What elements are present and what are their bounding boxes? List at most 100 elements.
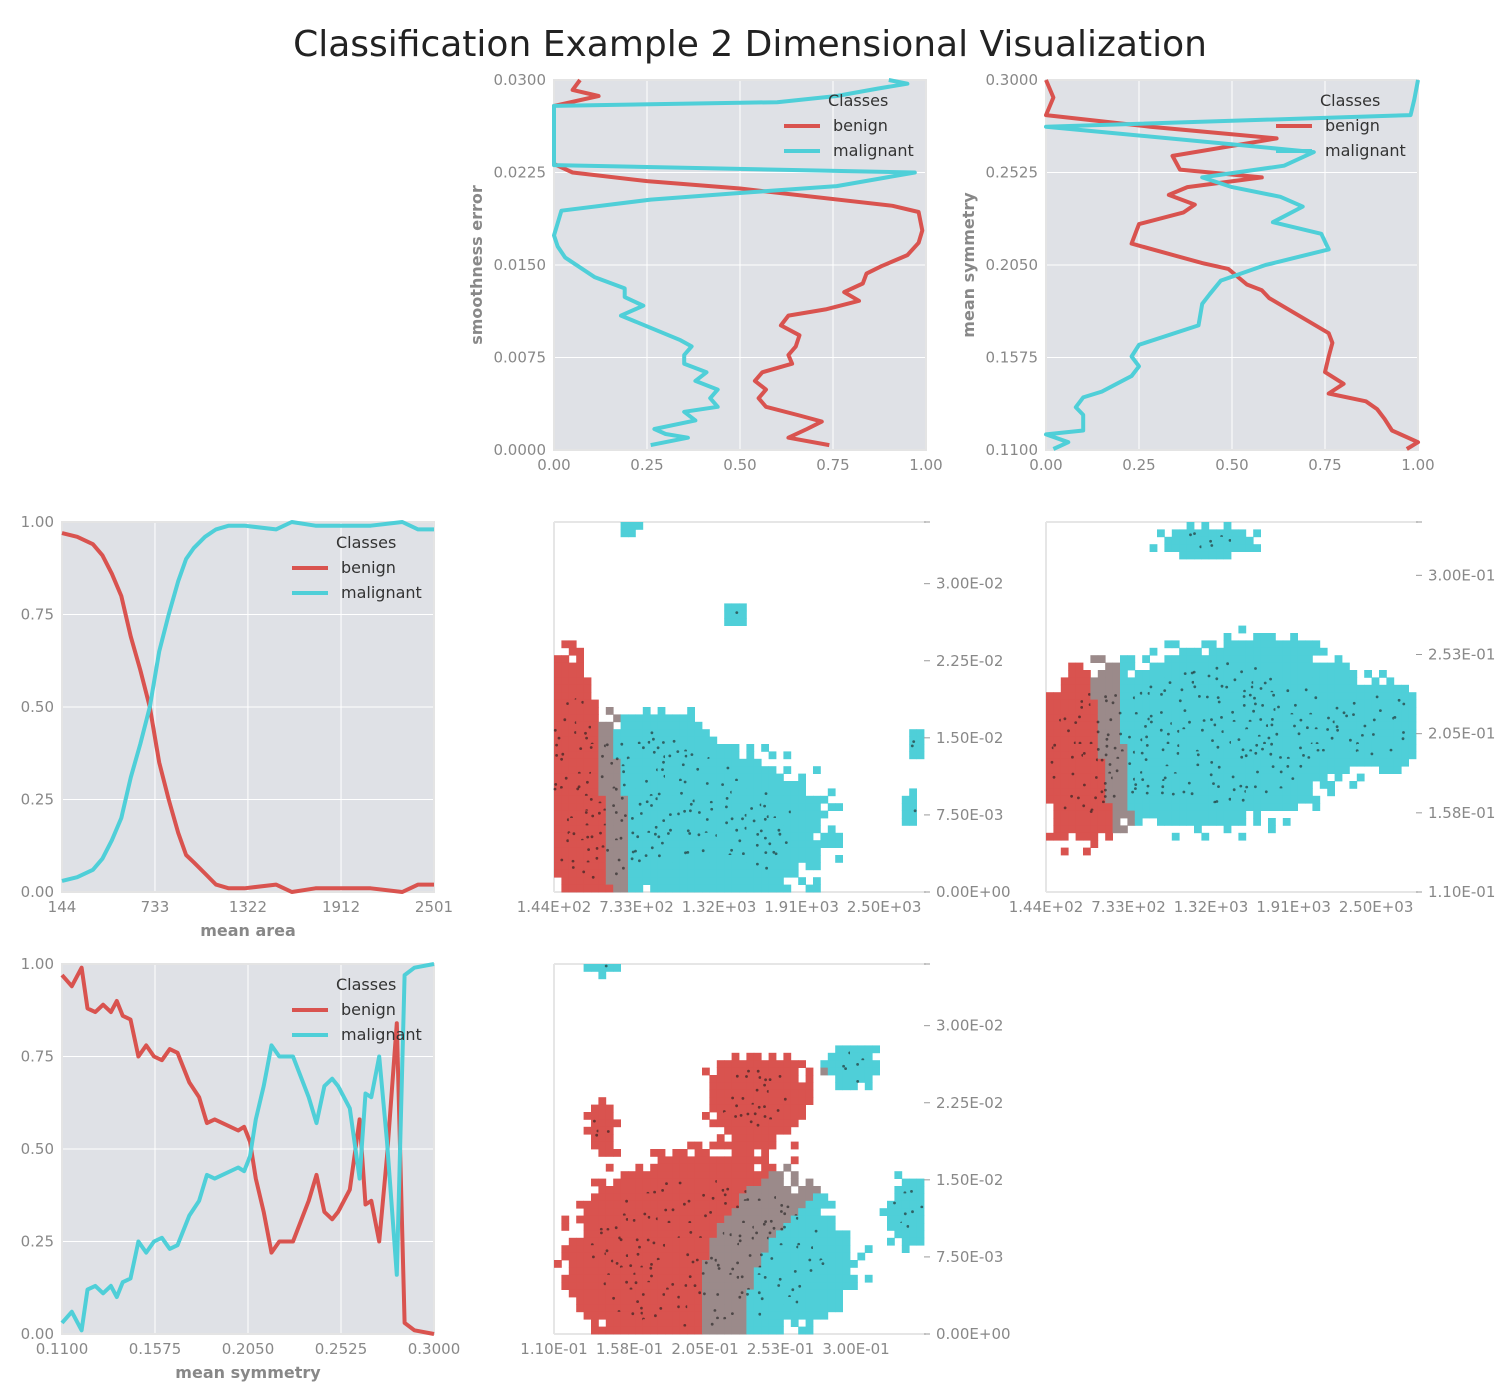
heatmap-cell xyxy=(746,1237,755,1246)
data-point xyxy=(1108,763,1112,766)
heatmap-cell xyxy=(768,1274,777,1283)
heatmap-cell xyxy=(642,1186,651,1194)
heatmap-cell xyxy=(731,751,740,760)
heatmap-cell xyxy=(746,1104,755,1113)
heatmap-cell xyxy=(1356,721,1365,730)
data-point xyxy=(768,842,772,846)
heatmap-cell xyxy=(561,766,570,774)
heatmap-cell xyxy=(1238,788,1247,797)
heatmap-cell xyxy=(753,1134,762,1142)
heatmap-cell xyxy=(1393,684,1402,693)
heatmap-cell xyxy=(1142,744,1150,752)
data-point xyxy=(1149,685,1153,689)
heatmap-cell xyxy=(731,1223,740,1231)
heatmap-cell xyxy=(761,1156,769,1165)
heatmap-cell xyxy=(605,1289,614,1298)
heatmap-cell xyxy=(909,1223,917,1231)
heatmap-cell xyxy=(1238,714,1247,723)
heatmap-cell xyxy=(1238,640,1247,649)
heatmap-cell xyxy=(576,647,584,656)
heatmap-cell xyxy=(1201,707,1210,715)
data-point xyxy=(793,1270,797,1273)
heatmap-cell xyxy=(642,818,651,826)
heatmap-cell xyxy=(909,803,917,811)
data-point xyxy=(656,746,660,750)
x-tick-label: 2501 xyxy=(415,898,453,916)
heatmap-cell xyxy=(805,832,814,841)
heatmap-cell xyxy=(1253,795,1261,804)
heatmap-cell xyxy=(857,1075,866,1083)
heatmap-cell xyxy=(1334,714,1343,723)
heatmap-cell xyxy=(1157,662,1165,671)
heatmap-cell xyxy=(1164,803,1173,811)
heatmap-cell xyxy=(650,847,658,856)
heatmap-cell xyxy=(687,840,695,848)
heatmap-cell xyxy=(1142,692,1150,700)
heatmap-cell xyxy=(1060,684,1069,693)
data-point xyxy=(1071,755,1074,759)
data-point xyxy=(701,1272,705,1275)
heatmap-cell xyxy=(1253,781,1261,789)
y-axis-label: smoothness error xyxy=(467,185,486,345)
heatmap-cell xyxy=(613,1230,621,1239)
heatmap-cell xyxy=(1142,729,1150,737)
heatmap-cell xyxy=(790,1119,799,1128)
heatmap-cell xyxy=(1312,692,1321,700)
data-point xyxy=(1393,716,1397,719)
data-point xyxy=(1131,790,1134,794)
heatmap-cell xyxy=(1060,847,1069,856)
data-point xyxy=(652,750,656,754)
heatmap-cell xyxy=(687,825,695,834)
data-point xyxy=(1160,711,1163,714)
heatmap-cell xyxy=(1097,670,1106,678)
heatmap-cell xyxy=(598,1200,607,1209)
heatmap-cell xyxy=(605,736,614,745)
heatmap-cell xyxy=(813,1208,821,1216)
heatmap-cell xyxy=(1134,803,1143,811)
heatmap-cell xyxy=(724,818,732,826)
data-point xyxy=(710,1256,713,1260)
heatmap-cell xyxy=(776,832,784,841)
heatmap-cell xyxy=(613,781,621,789)
heatmap-cell xyxy=(1201,692,1210,700)
heatmap-cell xyxy=(1083,795,1091,804)
heatmap-cell xyxy=(679,825,688,834)
data-point xyxy=(809,1269,813,1272)
heatmap-cell xyxy=(1223,647,1232,656)
heatmap-cell xyxy=(613,832,621,841)
heatmap-cell xyxy=(568,699,577,708)
heatmap-cell xyxy=(576,751,584,760)
heatmap-cell xyxy=(554,862,562,871)
heatmap-cell xyxy=(724,603,732,612)
heatmap-cell xyxy=(1090,781,1099,789)
data-point xyxy=(662,819,666,822)
heatmap-cell xyxy=(687,832,695,841)
heatmap-cell xyxy=(805,847,814,856)
heatmap-cell xyxy=(657,803,666,811)
heatmap-cell xyxy=(768,1237,777,1246)
heatmap-cell xyxy=(783,1304,792,1313)
heatmap-cell xyxy=(620,1260,629,1268)
heatmap-cell xyxy=(583,1260,592,1268)
heatmap-cell xyxy=(620,1200,629,1209)
heatmap-cell xyxy=(820,1282,829,1290)
heatmap-cell xyxy=(687,766,695,774)
heatmap-cell xyxy=(1186,692,1195,700)
y-tick-label: 1.10E-01 xyxy=(1428,883,1495,901)
data-point xyxy=(647,1215,651,1219)
heatmap-cell xyxy=(1097,818,1106,826)
panel-symmetry_vs_smoothness: 1.10E-01 1.58E-01 2.05E-01 2.53E-01 3.00E-01… xyxy=(520,963,1011,1358)
heatmap-cell xyxy=(1319,729,1328,737)
heatmap-cell xyxy=(827,1237,836,1246)
heatmap-cell xyxy=(1371,729,1380,737)
heatmap-cell xyxy=(739,840,747,848)
heatmap-cell xyxy=(605,1237,614,1246)
heatmap-cell xyxy=(1105,707,1113,715)
heatmap-cell xyxy=(716,877,725,885)
heatmap-cell xyxy=(783,810,792,819)
y-tick-label: 1.50E-02 xyxy=(936,1171,1003,1189)
heatmap-cell xyxy=(739,618,747,626)
data-point xyxy=(731,1312,734,1315)
heatmap-cell xyxy=(1386,699,1395,708)
heatmap-cell xyxy=(635,729,644,737)
